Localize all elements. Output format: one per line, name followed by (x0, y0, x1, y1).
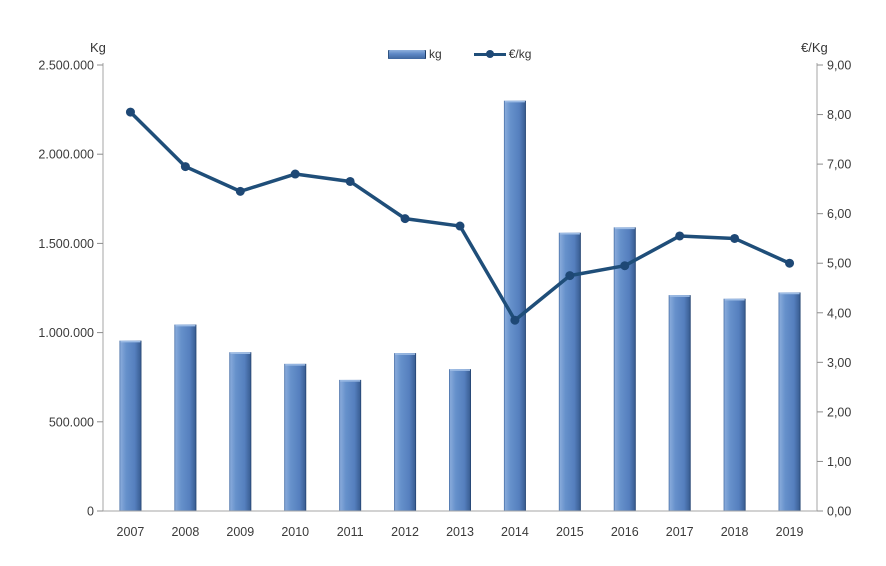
bar-2014 (503, 100, 526, 512)
x-axis-label-2016: 2016 (611, 525, 639, 539)
bar-2018 (723, 298, 746, 511)
x-axis-label-2008: 2008 (171, 525, 199, 539)
price-point-2012 (400, 214, 410, 224)
x-axis-label-2013: 2013 (446, 525, 474, 539)
x-axis-label-2014: 2014 (501, 525, 529, 539)
price-point-2015 (565, 271, 575, 281)
right-axis-tick-label: 8,00 (827, 108, 851, 122)
right-axis-tick-label: 7,00 (827, 158, 851, 172)
right-axis-tick-label: 4,00 (827, 306, 851, 320)
x-axis-label-2011: 2011 (337, 525, 364, 539)
price-point-2009 (235, 186, 245, 196)
bar-2012 (394, 353, 417, 511)
right-axis-tick-label: 2,00 (827, 405, 851, 419)
bar-2015 (558, 232, 581, 512)
price-point-2008 (180, 162, 190, 172)
price-point-2016 (620, 261, 630, 271)
price-point-2007 (125, 107, 135, 117)
kg-bar-swatch-icon (388, 49, 426, 59)
x-axis-label-2018: 2018 (721, 525, 749, 539)
right-axis-tick-label: 5,00 (827, 257, 851, 271)
legend-label-kg: kg (429, 47, 442, 61)
left-axis-tick-label: 500.000 (49, 415, 94, 429)
bar-2007 (119, 340, 142, 511)
price-point-2010 (290, 169, 300, 179)
legend-item-eur-per-kg: €/kg (473, 47, 532, 61)
right-axis-tick-label: 6,00 (827, 207, 851, 221)
left-axis-tick-label: 0 (87, 505, 94, 519)
bar-2017 (668, 295, 691, 511)
bar-2009 (229, 352, 252, 511)
bar-2011 (339, 379, 362, 511)
legend-item-kg: kg (388, 47, 442, 61)
left-axis-tick-label: 2.500.000 (38, 59, 94, 73)
left-axis-tick-label: 1.000.000 (38, 326, 94, 340)
price-point-2014 (510, 315, 520, 325)
bar-2013 (449, 369, 471, 511)
bar-2010 (284, 363, 307, 511)
legend: kg €/kg (388, 47, 531, 61)
price-point-2013 (455, 221, 465, 231)
bar-2008 (174, 324, 197, 511)
x-axis-label-2015: 2015 (556, 525, 584, 539)
price-point-2011 (345, 176, 355, 186)
left-axis-tick-label: 1.500.000 (38, 237, 94, 251)
x-axis-label-2009: 2009 (226, 525, 254, 539)
price-point-2019 (785, 258, 795, 268)
x-axis-label-2012: 2012 (391, 525, 419, 539)
left-axis-title: Kg (90, 40, 106, 55)
eur-line-swatch-icon (473, 52, 506, 56)
price-point-2018 (730, 233, 740, 243)
right-axis-tick-label: 0,00 (827, 505, 851, 519)
x-axis-label-2010: 2010 (281, 525, 309, 539)
right-axis-title: €/Kg (801, 40, 828, 55)
x-axis-label-2017: 2017 (666, 525, 694, 539)
bar-2016 (613, 227, 636, 511)
x-axis-label-2019: 2019 (776, 525, 804, 539)
right-axis-tick-label: 9,00 (827, 59, 851, 73)
price-point-2017 (675, 231, 685, 241)
legend-label-eur-per-kg: €/kg (508, 47, 532, 61)
price-line (128, 110, 792, 322)
right-axis-tick-label: 1,00 (827, 455, 851, 469)
right-axis-tick-label: 3,00 (827, 356, 851, 370)
left-axis-tick-label: 2.000.000 (38, 148, 94, 162)
bar-2019 (778, 292, 801, 511)
x-axis-label-2007: 2007 (117, 525, 145, 539)
